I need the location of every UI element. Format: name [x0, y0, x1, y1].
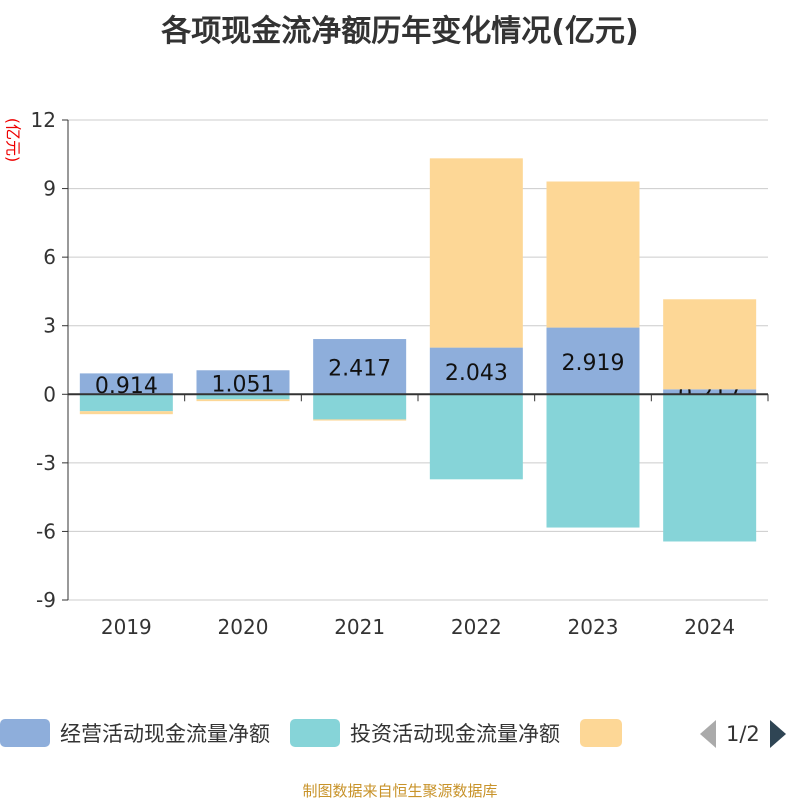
bar-2020-series-1[interactable]: [196, 394, 290, 400]
chart-area: 129630-3-6-90.91420191.05120202.41720212…: [31, 108, 769, 639]
x-tick-label: 2021: [334, 615, 385, 639]
legend-label: 投资活动现金流量净额: [350, 722, 560, 746]
bar-2024-series-1[interactable]: [663, 394, 757, 542]
legend-item-financing[interactable]: [580, 719, 632, 747]
bar-2023-series-1[interactable]: [546, 394, 640, 528]
legend-pager: 1/2: [700, 720, 786, 748]
bar-2023-series-0[interactable]: [546, 327, 640, 395]
y-tick-label: 3: [43, 314, 56, 338]
legend-swatch: [0, 719, 50, 747]
bar-2021-series-0[interactable]: [313, 339, 407, 395]
chart-title: 各项现金流净额历年变化情况(亿元): [161, 14, 639, 49]
legend-item-investing[interactable]: 投资活动现金流量净额: [290, 718, 560, 748]
legend-label: 经营活动现金流量净额: [60, 722, 270, 746]
bar-2022-series-0[interactable]: [429, 347, 523, 395]
bar-2021-series-1[interactable]: [313, 394, 407, 420]
data-source: 制图数据来自恒生聚源数据库: [302, 782, 498, 800]
data-label: 2.043: [445, 361, 508, 386]
y-tick-label: 6: [43, 245, 56, 269]
bar-2019-series-0[interactable]: [79, 373, 173, 395]
data-label: 2.919: [562, 351, 625, 376]
x-tick-label: 2020: [218, 615, 269, 639]
y-tick-label: 0: [43, 382, 56, 406]
x-tick-label: 2022: [451, 615, 502, 639]
data-label: 2.417: [328, 357, 391, 382]
legend: 经营活动现金流量净额 投资活动现金流量净额: [0, 718, 652, 748]
bar-2019-series-1[interactable]: [79, 394, 173, 412]
next-page-icon[interactable]: [769, 720, 786, 748]
bar-2022-series-2[interactable]: [429, 158, 523, 348]
y-tick-label: -6: [36, 519, 56, 543]
bar-2020-series-2[interactable]: [196, 399, 290, 402]
bar-2020-series-0[interactable]: [196, 370, 290, 395]
bar-2019-series-2[interactable]: [79, 411, 173, 415]
data-label: 1.051: [212, 372, 275, 397]
bar-2023-series-2[interactable]: [546, 181, 640, 328]
x-tick-label: 2024: [684, 615, 735, 639]
y-tick-label: 12: [31, 108, 56, 132]
bar-2021-series-2[interactable]: [313, 419, 407, 421]
legend-swatch: [290, 719, 340, 747]
bar-2024-series-2[interactable]: [663, 299, 757, 390]
y-tick-label: 9: [43, 177, 56, 201]
bar-2022-series-1[interactable]: [429, 394, 523, 480]
legend-page-indicator: 1/2: [726, 722, 760, 746]
x-tick-label: 2023: [568, 615, 619, 639]
y-tick-label: -9: [36, 588, 56, 612]
prev-page-icon[interactable]: [700, 720, 716, 748]
legend-item-operating[interactable]: 经营活动现金流量净额: [0, 718, 270, 748]
legend-swatch: [580, 719, 622, 747]
y-tick-label: -3: [36, 451, 56, 475]
bar-2024-series-0[interactable]: [663, 389, 757, 395]
x-tick-label: 2019: [101, 615, 152, 639]
